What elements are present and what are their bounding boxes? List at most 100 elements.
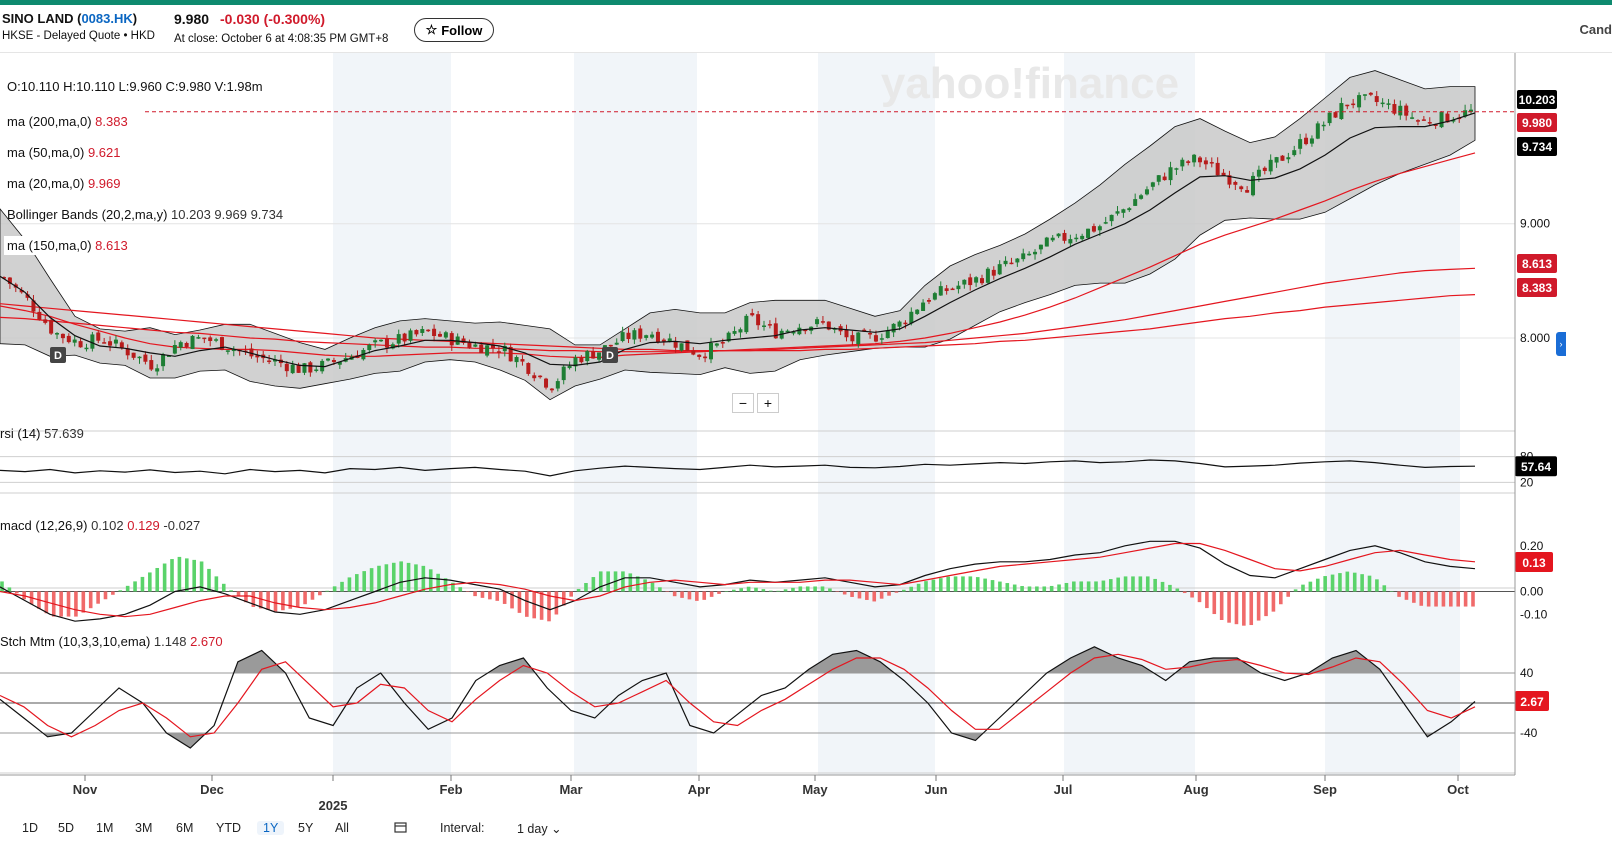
candle-body[interactable] [66, 335, 71, 343]
candle-body[interactable] [1268, 159, 1273, 172]
candle-body[interactable] [673, 341, 678, 348]
candle-body[interactable] [650, 334, 655, 338]
candle-body[interactable] [384, 338, 389, 348]
candle-body[interactable] [1386, 103, 1391, 105]
candle-body[interactable] [214, 339, 219, 341]
candle-body[interactable] [1256, 169, 1261, 177]
candle-body[interactable] [1351, 103, 1356, 106]
candle-body[interactable] [1033, 251, 1038, 255]
candle-body[interactable] [1421, 119, 1426, 121]
candle-body[interactable] [1227, 175, 1232, 185]
candle-body[interactable] [732, 331, 737, 334]
candle-body[interactable] [932, 293, 937, 300]
candle-body[interactable] [885, 330, 890, 339]
candle-body[interactable] [1215, 162, 1220, 176]
candle-body[interactable] [2, 277, 6, 279]
candle-body[interactable] [143, 354, 148, 362]
candle-body[interactable] [314, 369, 319, 371]
candle-body[interactable] [791, 331, 796, 334]
candle-body[interactable] [1362, 94, 1367, 96]
candle-body[interactable] [502, 345, 507, 352]
candle-body[interactable] [1044, 237, 1049, 247]
candle-body[interactable] [1115, 211, 1120, 214]
candle-body[interactable] [190, 335, 195, 350]
candle-body[interactable] [443, 332, 448, 338]
candle-body[interactable] [585, 351, 590, 362]
ticker-symbol-link[interactable]: 0083.HK [81, 11, 133, 26]
candle-body[interactable] [196, 337, 201, 339]
legend-ma50[interactable]: ma (50,ma,0) 9.621 [7, 145, 120, 160]
candle-body[interactable] [219, 337, 224, 350]
candle-body[interactable] [632, 330, 637, 340]
candle-body[interactable] [1168, 167, 1173, 181]
candle-body[interactable] [532, 375, 537, 379]
candle-body[interactable] [402, 333, 407, 342]
candle-body[interactable] [1451, 120, 1456, 122]
candle-body[interactable] [1056, 233, 1061, 237]
legend-ma20[interactable]: ma (20,ma,0) 9.969 [7, 176, 120, 191]
candle-body[interactable] [337, 361, 342, 365]
candle-body[interactable] [962, 279, 967, 285]
candle-body[interactable] [1015, 258, 1020, 263]
candle-body[interactable] [844, 329, 849, 338]
candle-body[interactable] [614, 342, 619, 345]
candle-body[interactable] [820, 321, 825, 323]
candle-body[interactable] [815, 319, 820, 325]
candle-body[interactable] [956, 285, 961, 290]
candle-body[interactable] [726, 332, 731, 342]
candle-body[interactable] [679, 343, 684, 351]
candle-body[interactable] [373, 340, 378, 343]
candle-body[interactable] [868, 332, 873, 335]
candle-body[interactable] [432, 328, 437, 336]
candle-body[interactable] [549, 388, 554, 391]
candle-body[interactable] [762, 325, 767, 327]
candle-body[interactable] [1439, 111, 1444, 128]
candle-body[interactable] [685, 340, 690, 351]
candle-body[interactable] [826, 321, 831, 330]
candle-body[interactable] [1398, 105, 1403, 116]
candle-body[interactable] [1127, 208, 1132, 211]
candle-body[interactable] [985, 268, 990, 283]
candle-body[interactable] [326, 358, 331, 361]
candle-body[interactable] [850, 335, 855, 342]
candle-body[interactable] [1427, 122, 1432, 124]
candle-body[interactable] [708, 342, 713, 360]
candle-body[interactable] [308, 362, 313, 373]
candle-body[interactable] [691, 350, 696, 355]
candle-body[interactable] [1003, 260, 1008, 265]
candle-body[interactable] [626, 332, 631, 340]
candle-body[interactable] [991, 269, 996, 276]
candle-body[interactable] [37, 311, 42, 320]
candle-body[interactable] [1133, 199, 1138, 206]
candle-body[interactable] [55, 333, 60, 335]
legend-macd[interactable]: macd (12,26,9) 0.102 0.129 -0.027 [0, 518, 200, 533]
candle-body[interactable] [1339, 103, 1344, 120]
candle-body[interactable] [367, 344, 372, 351]
candle-body[interactable] [803, 329, 808, 332]
candle-body[interactable] [1262, 167, 1267, 171]
candle-body[interactable] [184, 342, 189, 347]
candle-body[interactable] [980, 278, 984, 284]
candle-body[interactable] [1086, 228, 1091, 238]
candle-body[interactable] [491, 344, 495, 349]
candle-body[interactable] [1180, 159, 1185, 167]
candle-body[interactable] [149, 360, 154, 370]
candle-body[interactable] [131, 352, 136, 358]
legend-ma200[interactable]: ma (200,ma,0) 8.383 [7, 114, 128, 129]
candle-body[interactable] [19, 289, 24, 293]
candle-body[interactable] [1309, 138, 1314, 144]
candle-body[interactable] [1156, 175, 1161, 182]
candle-body[interactable] [1345, 104, 1350, 107]
candle-body[interactable] [25, 294, 30, 298]
candle-body[interactable] [938, 286, 943, 296]
candle-body[interactable] [608, 344, 613, 347]
interval-dropdown[interactable]: 1 day ⌄ [517, 821, 562, 836]
candle-body[interactable] [7, 277, 12, 284]
candle-body[interactable] [1315, 123, 1320, 139]
candle-body[interactable] [879, 338, 884, 340]
candle-body[interactable] [856, 332, 861, 345]
candle-body[interactable] [1245, 190, 1250, 193]
candle-body[interactable] [597, 352, 602, 360]
candle-body[interactable] [1239, 186, 1244, 190]
candle-body[interactable] [390, 344, 395, 349]
